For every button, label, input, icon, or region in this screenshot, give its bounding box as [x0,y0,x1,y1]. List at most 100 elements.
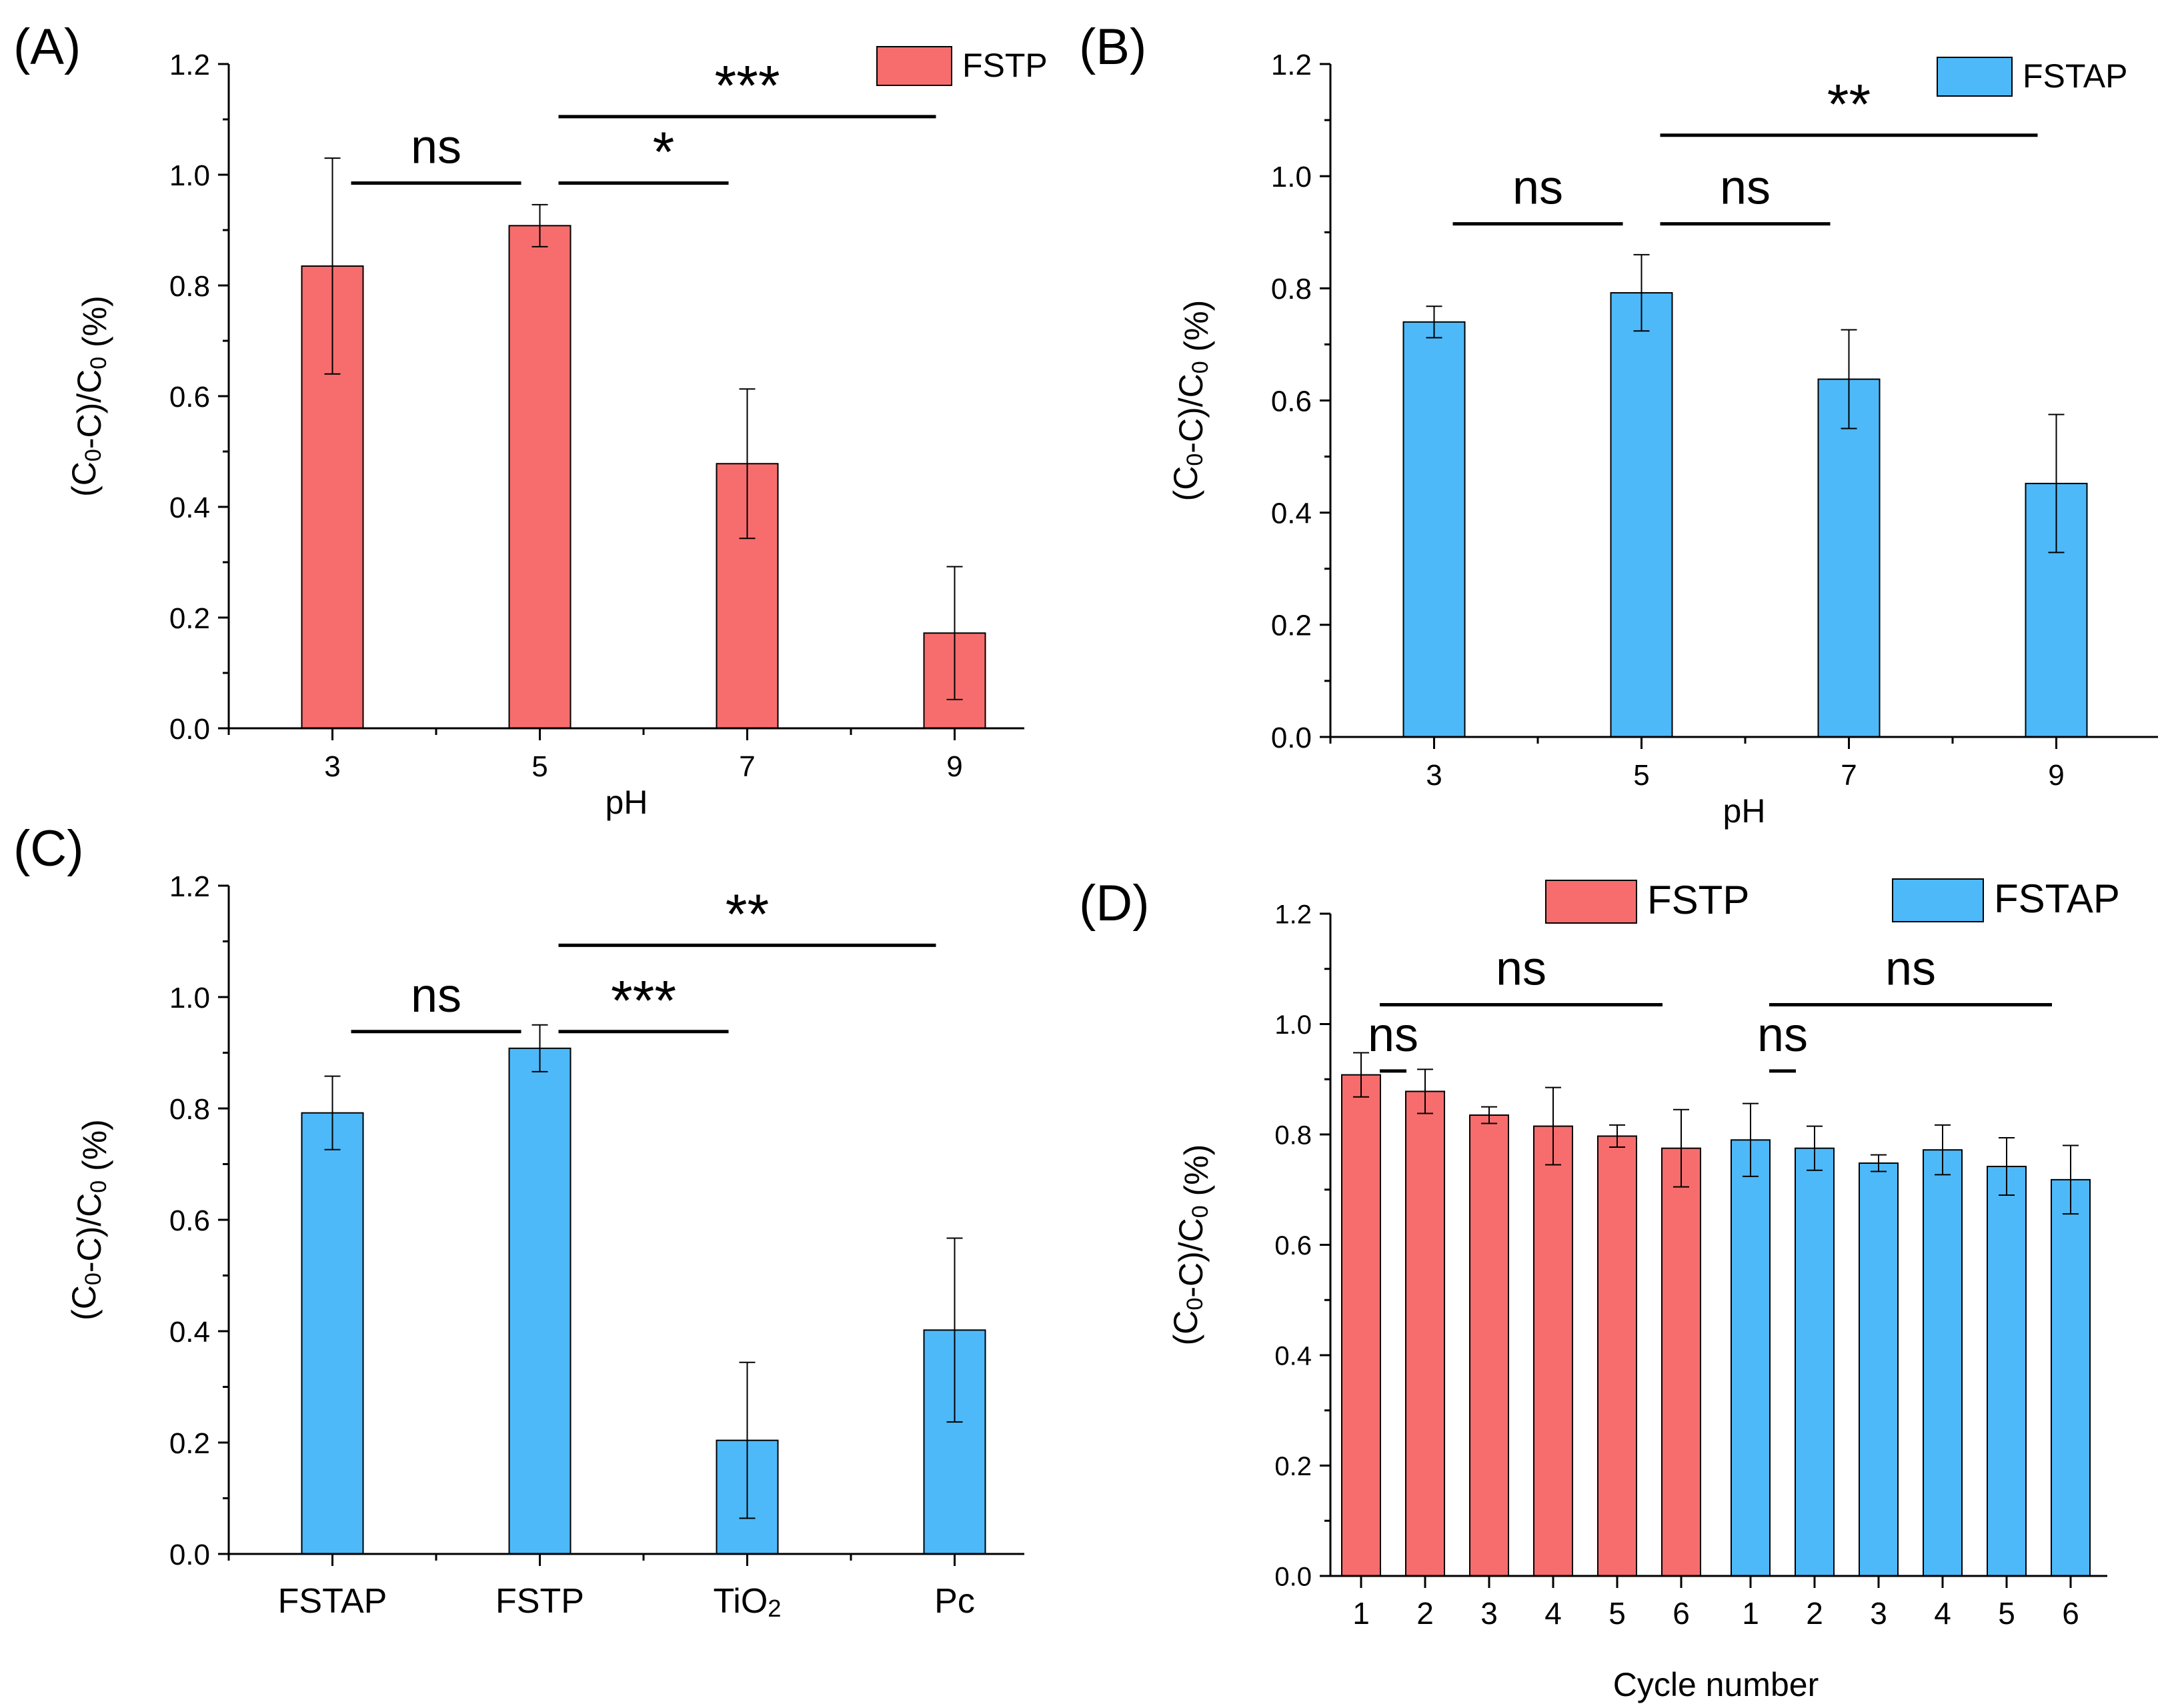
y-tick-label: 0.0 [169,1539,210,1571]
bar-2 [508,1047,572,1555]
y-tick-label: 1.2 [1271,49,1312,81]
error-bar-8 [1807,1125,1823,1171]
y-tick-label: 0.4 [1274,1341,1312,1371]
bar-3 [1469,1114,1509,1577]
significance-label: ns [1757,1008,1808,1062]
panel-a-label: (A) [13,19,81,75]
bar-12 [2051,1178,2091,1577]
y-tick-label: 0.6 [1274,1231,1312,1260]
significance-label: ns [1496,942,1546,996]
x-tick-label: 5 [1998,1596,2015,1631]
x-tick-label: 2 [1416,1596,1434,1631]
y-tick-label: 1.0 [169,159,210,192]
significance-2: * [558,120,729,185]
x-tick-label: 5 [531,750,548,783]
significance-3: ** [558,882,936,947]
bar-2 [1610,292,1673,738]
error-bar-7 [1743,1102,1759,1177]
bar-1 [1402,321,1466,738]
x-tick-label: 5 [1608,1596,1626,1631]
x-tick-label: 4 [1934,1596,1951,1631]
significance-2: *** [558,969,729,1034]
significance-1: ns [351,120,521,185]
error-bar-11 [1999,1136,2015,1196]
legend-item-1: FSTP [876,46,1048,86]
legend-label: FSTP [1647,878,1749,922]
significance-label: ns [411,120,461,173]
error-bar-3 [1841,329,1857,430]
y-axis-title: (C0-C)/C0 (%) [1167,1144,1215,1346]
significance-1: ns [1380,942,1663,1007]
y-tick-label: 1.0 [169,982,210,1014]
error-bar-4 [1545,1086,1561,1166]
legend-swatch [876,46,952,86]
significance-label: *** [714,54,780,117]
bar-10 [1923,1149,1963,1577]
x-tick-label: 4 [1544,1596,1562,1631]
error-bar-4 [2048,413,2065,554]
error-bar-10 [1935,1124,1951,1176]
error-bar-9 [1871,1154,1887,1172]
legend-label: FSTAP [2023,57,2127,95]
x-tick-label: 3 [1480,1596,1498,1631]
error-bar-1 [1426,305,1442,339]
error-bar-2 [531,1024,548,1072]
x-tick-label: 9 [2048,759,2064,792]
y-tick-label: 1.0 [1274,1010,1312,1040]
significance-3: ns [1769,942,2052,1007]
y-axis-title: (C0-C)/C0 (%) [65,1119,113,1321]
x-tick-label: 3 [1870,1596,1887,1631]
y-tick-label: 0.8 [169,1093,210,1126]
y-tick-label: 0.0 [1274,1562,1312,1591]
x-tick-label: 7 [1841,759,1857,792]
error-bar-1 [324,1075,341,1150]
y-tick-label: 1.2 [1274,900,1312,929]
y-tick-label: 0.6 [1271,385,1312,417]
legend-label: FSTAP [1994,876,2120,921]
x-tick-label: FSTAP [278,1582,387,1621]
x-tick-label: Pc [934,1582,975,1621]
error-bar-4 [946,566,963,700]
y-axis-title: (C0-C)/C0 (%) [65,295,113,497]
legend-swatch [1892,878,1984,922]
error-bar-5 [1609,1124,1625,1148]
bar-2 [1405,1090,1445,1577]
legend-item-1: FSTAP [1937,57,2127,97]
significance-1: ns [351,969,521,1034]
y-tick-label: 0.8 [169,270,210,303]
significance-label: ns [1512,161,1563,215]
significance-label: ns [411,969,461,1022]
bar-8 [1795,1147,1835,1577]
y-tick-label: 0.2 [1271,610,1312,642]
y-tick-label: 0.6 [169,381,210,413]
error-bar-6 [1673,1108,1689,1188]
error-bar-3 [739,1361,756,1519]
x-tick-label: 9 [946,750,962,783]
panel-b-label: (B) [1079,19,1146,75]
error-bar-2 [531,203,548,247]
error-bar-2 [1633,253,1650,332]
y-tick-label: 0.8 [1271,273,1312,305]
y-tick-label: 0.4 [169,1316,210,1349]
bar-1 [1341,1074,1381,1577]
y-tick-label: 0.6 [169,1204,210,1237]
error-bar-1 [1353,1052,1369,1098]
x-axis-title: pH [606,784,648,821]
bar-6 [1661,1147,1701,1577]
panel-c: (C) 0.0 0.2 0.4 0.6 0.8 1.0 1.2 FSTAP FSTP TiO2 Pc… [13,820,1024,1622]
x-tick-label: TiO2 [713,1582,781,1622]
y-tick-label: 1.2 [169,870,210,903]
x-tick-label: 3 [1426,759,1442,792]
panel-b: (B) 0.0 0.2 0.4 0.6 0.8 1.0 1.2 3 5 7 9 pH (C0-C)/C0… [1079,19,2158,830]
significance-2: ns [1660,161,1831,226]
legend-swatch [1937,57,2013,97]
significance-4: ns [1757,1008,1808,1073]
bar-4 [1533,1125,1573,1577]
error-bar-12 [2063,1144,2079,1215]
significance-label: ns [1885,942,1936,996]
x-tick-label: 5 [1633,759,1649,792]
significance-label: * [653,120,675,183]
y-tick-label: 0.2 [169,1427,210,1460]
bar-2 [508,225,572,729]
panel-d-label: (D) [1079,875,1150,932]
